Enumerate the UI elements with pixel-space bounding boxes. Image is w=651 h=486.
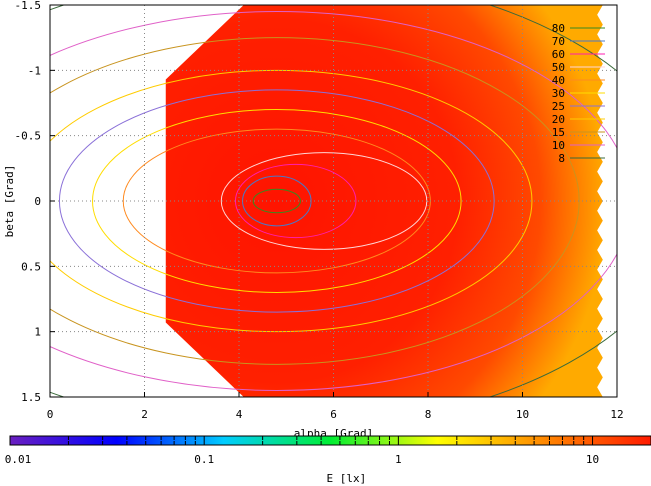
x-tick-label: 12: [610, 408, 623, 421]
legend-label-10: 10: [552, 139, 565, 152]
plot-area: [50, 5, 617, 397]
colorbar: [9, 435, 651, 446]
colorbar-label: E [lx]: [326, 472, 366, 485]
x-axis-ticks: 0 2 4 6 8 10 12: [47, 392, 624, 421]
legend-label-25: 25: [552, 100, 565, 113]
y-axis-label: beta [Grad]: [3, 165, 16, 238]
colorbar-tick-label: 10: [586, 453, 599, 466]
colorbar-tick-label: 1: [395, 453, 402, 466]
illuminance-region: [165, 5, 603, 397]
y-tick-label: 0: [34, 195, 41, 208]
y-tick-label: 0.5: [21, 260, 41, 273]
y-tick-label: 1: [34, 326, 41, 339]
contour-line-10: [50, 11, 617, 391]
y-tick-label: -1.5: [15, 0, 42, 12]
contour-line-20: [50, 69, 533, 333]
contour-line-60: [234, 163, 357, 239]
x-tick-label: 2: [141, 408, 148, 421]
x-tick-label: 0: [47, 408, 54, 421]
contour-line-30: [92, 109, 462, 293]
legend-label-80: 80: [552, 22, 565, 35]
x-tick-label: 6: [330, 408, 337, 421]
y-tick-label: 1.5: [21, 391, 41, 404]
grid-lines: [50, 5, 617, 397]
colorbar-tick-label: 0.1: [194, 453, 214, 466]
y-tick-label: -0.5: [15, 130, 42, 143]
legend-label-50: 50: [552, 61, 565, 74]
x-tick-label: 8: [425, 408, 432, 421]
legend-label-15: 15: [552, 126, 565, 139]
legend-label-70: 70: [552, 35, 565, 48]
contour-line-80: [252, 188, 301, 214]
x-tick-label: 10: [516, 408, 529, 421]
legend-label-30: 30: [552, 87, 565, 100]
y-axis-ticks: -1.5 -1 -0.5 0 0.5 1 1.5: [15, 0, 55, 404]
x-tick-label: 4: [236, 408, 243, 421]
legend-label-40: 40: [552, 74, 565, 87]
colorbar-tick-label: 0.01: [5, 453, 32, 466]
legend-label-20: 20: [552, 113, 565, 126]
legend-label-60: 60: [552, 48, 565, 61]
y-tick-label: -1: [28, 64, 41, 77]
legend-label-8: 8: [558, 152, 565, 165]
colorbar-ticks: 0.01 0.1 1 10: [5, 436, 651, 466]
contour-line-15: [50, 37, 580, 365]
